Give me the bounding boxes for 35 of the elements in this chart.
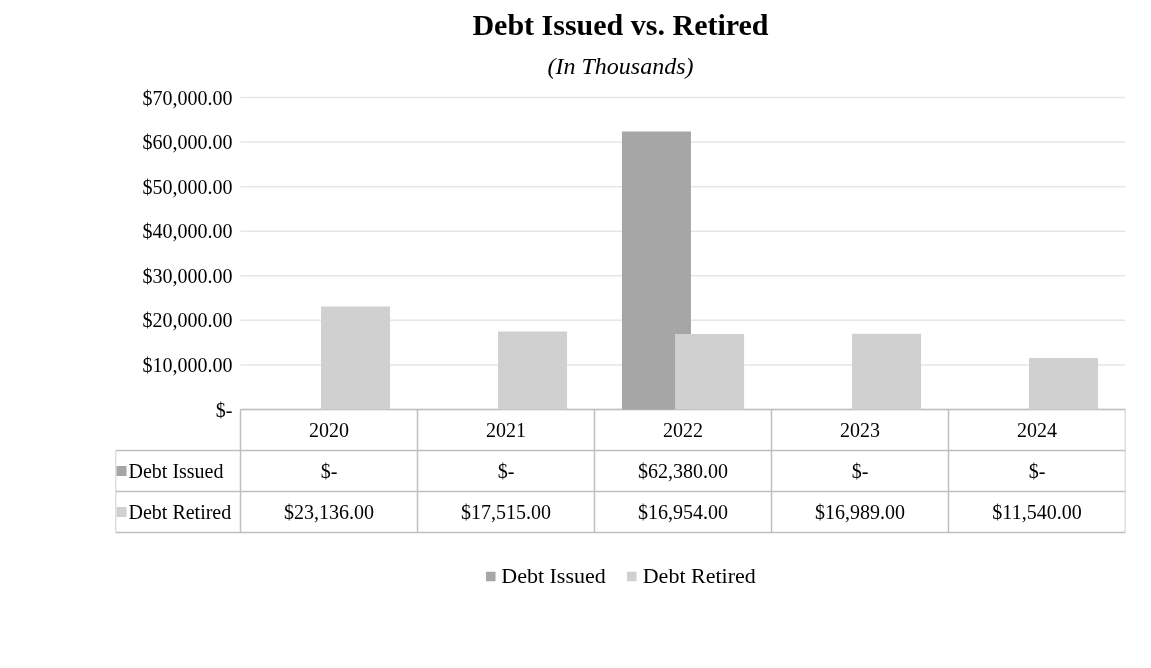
y-tick-label: $70,000.00 <box>142 86 233 109</box>
legend-label: Debt Issued <box>501 563 606 589</box>
y-tick-label: $10,000.00 <box>142 353 233 376</box>
data-label: $16,954.00 <box>638 501 728 523</box>
data-label: $- <box>497 460 515 482</box>
bar <box>498 331 568 410</box>
data-label: $- <box>320 460 338 482</box>
y-tick-label: $40,000.00 <box>142 220 233 243</box>
x-tick-label: 2021 <box>486 419 526 441</box>
data-label: $62,380.00 <box>638 460 728 482</box>
x-tick-label: 2023 <box>840 419 880 441</box>
x-tick-label: 2020 <box>309 419 349 441</box>
data-label: $16,989.00 <box>815 501 905 523</box>
legend-label: Debt Retired <box>128 501 232 523</box>
bar <box>1029 358 1099 410</box>
y-tick-label: $- <box>215 398 233 421</box>
y-tick-label: $50,000.00 <box>142 175 233 198</box>
data-label: $- <box>851 460 869 482</box>
x-tick-label: 2022 <box>663 419 703 441</box>
text: Debt Retired <box>642 563 756 588</box>
text: Debt Issued <box>128 460 224 482</box>
y-tick-label: $20,000.00 <box>142 309 233 332</box>
y-tick-label: $60,000.00 <box>142 131 233 154</box>
chart-title: Debt Issued vs. Retired <box>472 7 769 41</box>
data-label: $- <box>1028 460 1046 482</box>
bar <box>621 131 691 410</box>
bar <box>321 306 391 410</box>
bar <box>675 333 745 410</box>
data-label: $17,515.00 <box>461 501 551 523</box>
y-tick-label: $30,000.00 <box>142 264 233 287</box>
chart-subtitle: (In Thousands) <box>547 52 694 79</box>
data-label: $11,540.00 <box>992 501 1082 523</box>
x-tick-label: 2024 <box>1017 419 1057 441</box>
data-label: $23,136.00 <box>284 501 374 523</box>
bar <box>852 333 922 410</box>
